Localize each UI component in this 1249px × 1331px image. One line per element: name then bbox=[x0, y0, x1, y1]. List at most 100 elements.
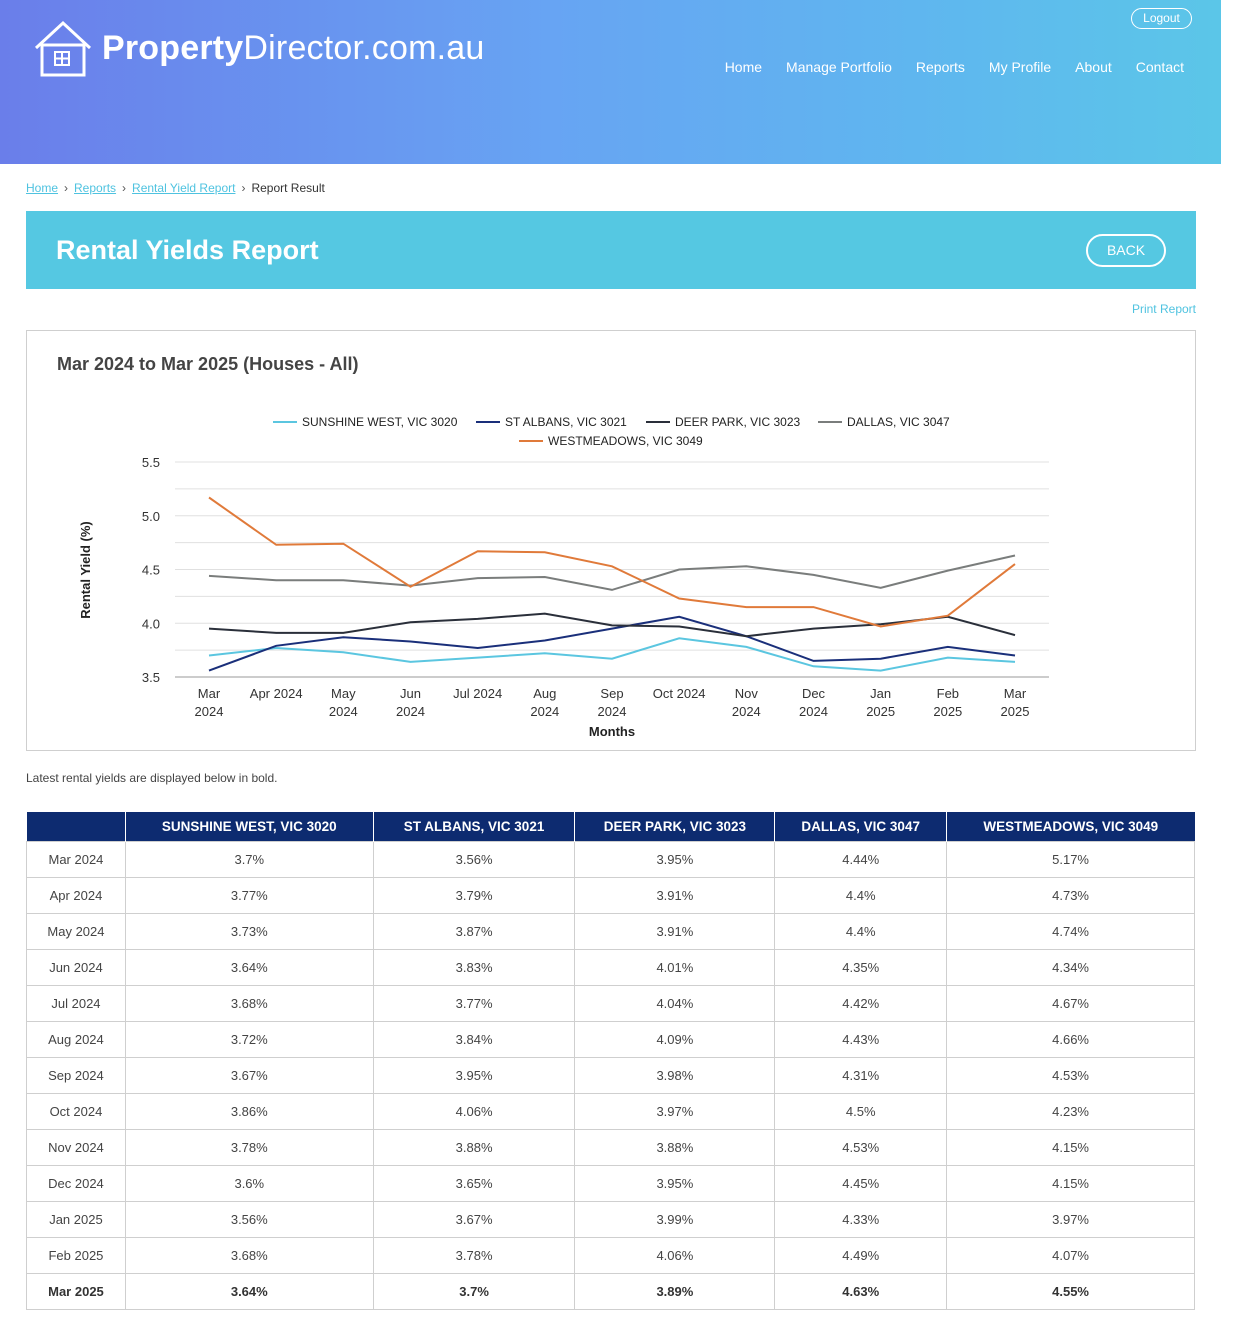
table-cell-yield: 4.15% bbox=[946, 1164, 1195, 1202]
table-cell-yield: 3.78% bbox=[372, 1236, 576, 1274]
table-cell-month: Nov 2024 bbox=[26, 1128, 126, 1166]
table-header-dallas: DALLAS, VIC 3047 bbox=[774, 812, 947, 841]
y-tick-label: 4.0 bbox=[142, 616, 160, 631]
chart-panel: Mar 2024 to Mar 2025 (Houses - All) 3.5 4… bbox=[26, 330, 1196, 751]
table-cell-yield: 3.84% bbox=[372, 1020, 576, 1058]
table-header-sunshine-west: SUNSHINE WEST, VIC 3020 bbox=[124, 812, 374, 841]
chart-title: Mar 2024 to Mar 2025 (Houses - All) bbox=[57, 354, 359, 374]
table-cell-yield: 3.56% bbox=[372, 840, 576, 878]
table-cell-month: Feb 2025 bbox=[26, 1236, 126, 1274]
table-cell-month: Dec 2024 bbox=[26, 1164, 126, 1202]
table-cell-yield: 4.43% bbox=[774, 1020, 948, 1058]
series-line-1 bbox=[208, 615, 1016, 672]
legend-label: WESTMEADOWS, VIC 3049 bbox=[548, 434, 703, 448]
logo-text: PropertyDirector.com.au bbox=[102, 29, 485, 68]
table-cell-yield: 4.35% bbox=[774, 948, 948, 986]
table-header-deer-park: DEER PARK, VIC 3023 bbox=[574, 812, 775, 841]
table-cell-yield: 4.06% bbox=[372, 1092, 576, 1130]
table-row: Nov 2024 3.78% 3.88% 3.88% 4.53% 4.15% bbox=[26, 1128, 1195, 1166]
table-cell-yield: 4.06% bbox=[574, 1236, 776, 1274]
table-cell-yield: 3.6% bbox=[124, 1164, 374, 1202]
table-cell-month: Aug 2024 bbox=[26, 1020, 126, 1058]
chevron-right-icon: › bbox=[64, 181, 69, 195]
table-row: Mar 2024 3.7% 3.56% 3.95% 4.44% 5.17% bbox=[26, 840, 1195, 878]
table-cell-yield: 4.44% bbox=[774, 840, 948, 878]
table-cell-yield: 4.34% bbox=[946, 948, 1195, 986]
table-cell-yield: 3.7% bbox=[124, 840, 374, 878]
table-cell-yield: 3.91% bbox=[574, 876, 776, 914]
table-cell-yield: 4.15% bbox=[946, 1128, 1195, 1166]
table-header-month bbox=[26, 812, 126, 841]
series-line-0 bbox=[208, 637, 1016, 672]
table-cell-yield: 3.7% bbox=[372, 1272, 576, 1310]
table-cell-month: Sep 2024 bbox=[26, 1056, 126, 1094]
breadcrumb-home[interactable]: Home bbox=[26, 181, 59, 195]
logout-button[interactable]: Logout bbox=[1131, 8, 1192, 29]
y-axis-label: Rental Yield (%) bbox=[78, 521, 93, 619]
table-cell-month: Jan 2025 bbox=[26, 1200, 126, 1238]
table-cell-yield: 4.63% bbox=[774, 1272, 948, 1310]
nav-reports[interactable]: Reports bbox=[915, 59, 965, 75]
table-cell-yield: 3.86% bbox=[124, 1092, 374, 1130]
series-line-2 bbox=[208, 612, 1016, 638]
table-cell-yield: 3.98% bbox=[574, 1056, 776, 1094]
table-cell-yield: 3.56% bbox=[124, 1200, 374, 1238]
table-cell-month: Mar 2025 bbox=[26, 1272, 126, 1310]
table-cell-yield: 3.95% bbox=[372, 1056, 576, 1094]
site-logo[interactable]: PropertyDirector.com.au bbox=[30, 18, 485, 78]
x-tick-label: Oct 2024 bbox=[653, 686, 706, 701]
nav-home[interactable]: Home bbox=[724, 59, 763, 75]
x-tick-label: Feb 2025 bbox=[933, 686, 962, 719]
x-tick-label: Apr 2024 bbox=[250, 686, 303, 701]
table-cell-yield: 3.77% bbox=[372, 984, 576, 1022]
breadcrumb-rental-yield-report[interactable]: Rental Yield Report bbox=[132, 181, 236, 195]
table-cell-yield: 4.01% bbox=[574, 948, 776, 986]
site-header: PropertyDirector.com.au Logout Home Mana… bbox=[0, 0, 1221, 164]
x-tick-label: Jul 2024 bbox=[453, 686, 502, 701]
nav-manage-portfolio[interactable]: Manage Portfolio bbox=[786, 59, 892, 75]
table-cell-yield: 3.67% bbox=[372, 1200, 576, 1238]
table-cell-yield: 3.87% bbox=[372, 912, 576, 950]
y-tick-label: 3.5 bbox=[142, 670, 160, 685]
print-report-link[interactable]: Print Report bbox=[1131, 302, 1196, 316]
back-button[interactable]: BACK bbox=[1086, 234, 1166, 267]
series-line-3 bbox=[208, 554, 1016, 591]
table-row: Dec 2024 3.6% 3.65% 3.95% 4.45% 4.15% bbox=[26, 1164, 1195, 1202]
breadcrumb-reports[interactable]: Reports bbox=[74, 181, 117, 195]
table-cell-yield: 3.88% bbox=[372, 1128, 576, 1166]
table-cell-yield: 4.42% bbox=[774, 984, 948, 1022]
table-cell-yield: 3.68% bbox=[124, 1236, 374, 1274]
legend-label: ST ALBANS, VIC 3021 bbox=[505, 415, 627, 429]
table-row: Oct 2024 3.86% 4.06% 3.97% 4.5% 4.23% bbox=[26, 1092, 1195, 1130]
rental-yield-line-chart: 3.5 4.0 4.5 5.0 5.5 Mar 2024 Apr 2024 May 2024 Jun… bbox=[78, 415, 1049, 739]
page-title: Rental Yields Report bbox=[56, 235, 319, 265]
table-cell-yield: 4.04% bbox=[574, 984, 776, 1022]
house-logo-icon bbox=[34, 20, 92, 77]
table-cell-yield: 3.88% bbox=[574, 1128, 776, 1166]
table-cell-yield: 4.45% bbox=[774, 1164, 948, 1202]
table-row: May 2024 3.73% 3.87% 3.91% 4.4% 4.74% bbox=[26, 912, 1195, 950]
y-tick-label: 5.0 bbox=[142, 509, 160, 524]
table-cell-yield: 3.83% bbox=[372, 948, 576, 986]
nav-about[interactable]: About bbox=[1075, 59, 1112, 75]
table-cell-yield: 4.31% bbox=[774, 1056, 948, 1094]
table-header-row: SUNSHINE WEST, VIC 3020 ST ALBANS, VIC 3… bbox=[26, 812, 1195, 841]
table-row: Jun 2024 3.64% 3.83% 4.01% 4.35% 4.34% bbox=[26, 948, 1195, 986]
table-cell-yield: 4.4% bbox=[774, 876, 948, 914]
legend-label: SUNSHINE WEST, VIC 3020 bbox=[302, 415, 458, 429]
breadcrumb-current: Report Result bbox=[251, 181, 325, 195]
y-tick-label: 5.5 bbox=[142, 455, 160, 470]
report-title-band: Rental Yields Report BACK bbox=[26, 211, 1196, 289]
table-cell-yield: 3.73% bbox=[124, 912, 374, 950]
table-cell-yield: 3.95% bbox=[574, 1164, 776, 1202]
table-cell-yield: 4.53% bbox=[946, 1056, 1195, 1094]
series-line-4 bbox=[208, 496, 1016, 628]
table-cell-yield: 4.33% bbox=[774, 1200, 948, 1238]
nav-contact[interactable]: Contact bbox=[1135, 59, 1184, 75]
table-cell-yield: 3.99% bbox=[574, 1200, 776, 1238]
main-nav: Home Manage Portfolio Reports My Profile… bbox=[701, 59, 1184, 75]
nav-my-profile[interactable]: My Profile bbox=[988, 59, 1052, 75]
table-header-westmeadows: WESTMEADOWS, VIC 3049 bbox=[946, 812, 1195, 841]
table-cell-yield: 4.49% bbox=[774, 1236, 948, 1274]
table-body: Mar 2024 3.7% 3.56% 3.95% 4.44% 5.17% Apr 2024… bbox=[26, 840, 1195, 1310]
